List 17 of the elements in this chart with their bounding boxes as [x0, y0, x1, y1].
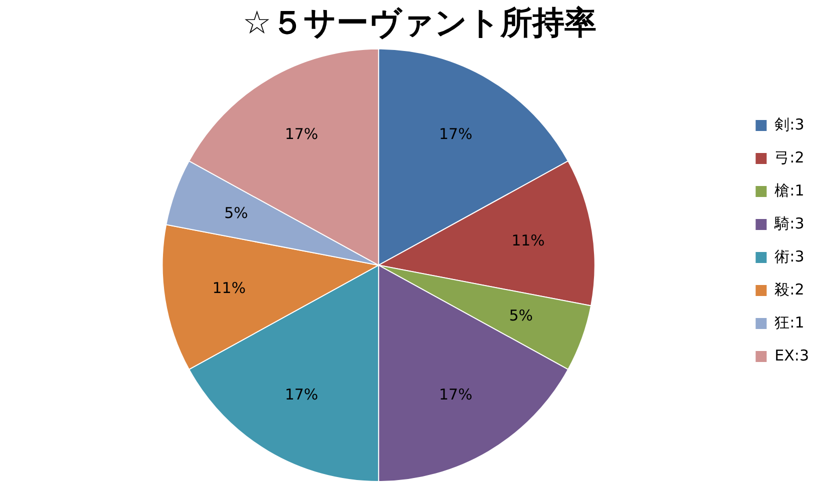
legend-label: 槍:1 [774, 181, 804, 200]
data-label: 5% [224, 204, 248, 222]
data-label: 11% [511, 231, 545, 250]
data-label: 17% [284, 124, 318, 143]
legend-label: 騎:3 [774, 214, 804, 232]
legend-label: 術:3 [774, 247, 804, 266]
data-label: 11% [212, 278, 246, 297]
legend-label: 弓:2 [774, 148, 804, 166]
data-label: 17% [438, 124, 472, 143]
data-label: 17% [284, 385, 318, 404]
legend-label: 殺:2 [774, 280, 804, 298]
legend-label: 狂:1 [774, 313, 804, 332]
data-label: 5% [509, 306, 533, 324]
chart-title: ☆５サーヴァント所持率 [242, 4, 596, 42]
data-label: 17% [438, 385, 472, 404]
legend-label: 剣:3 [774, 115, 804, 134]
legend-label: EX:3 [774, 346, 810, 364]
